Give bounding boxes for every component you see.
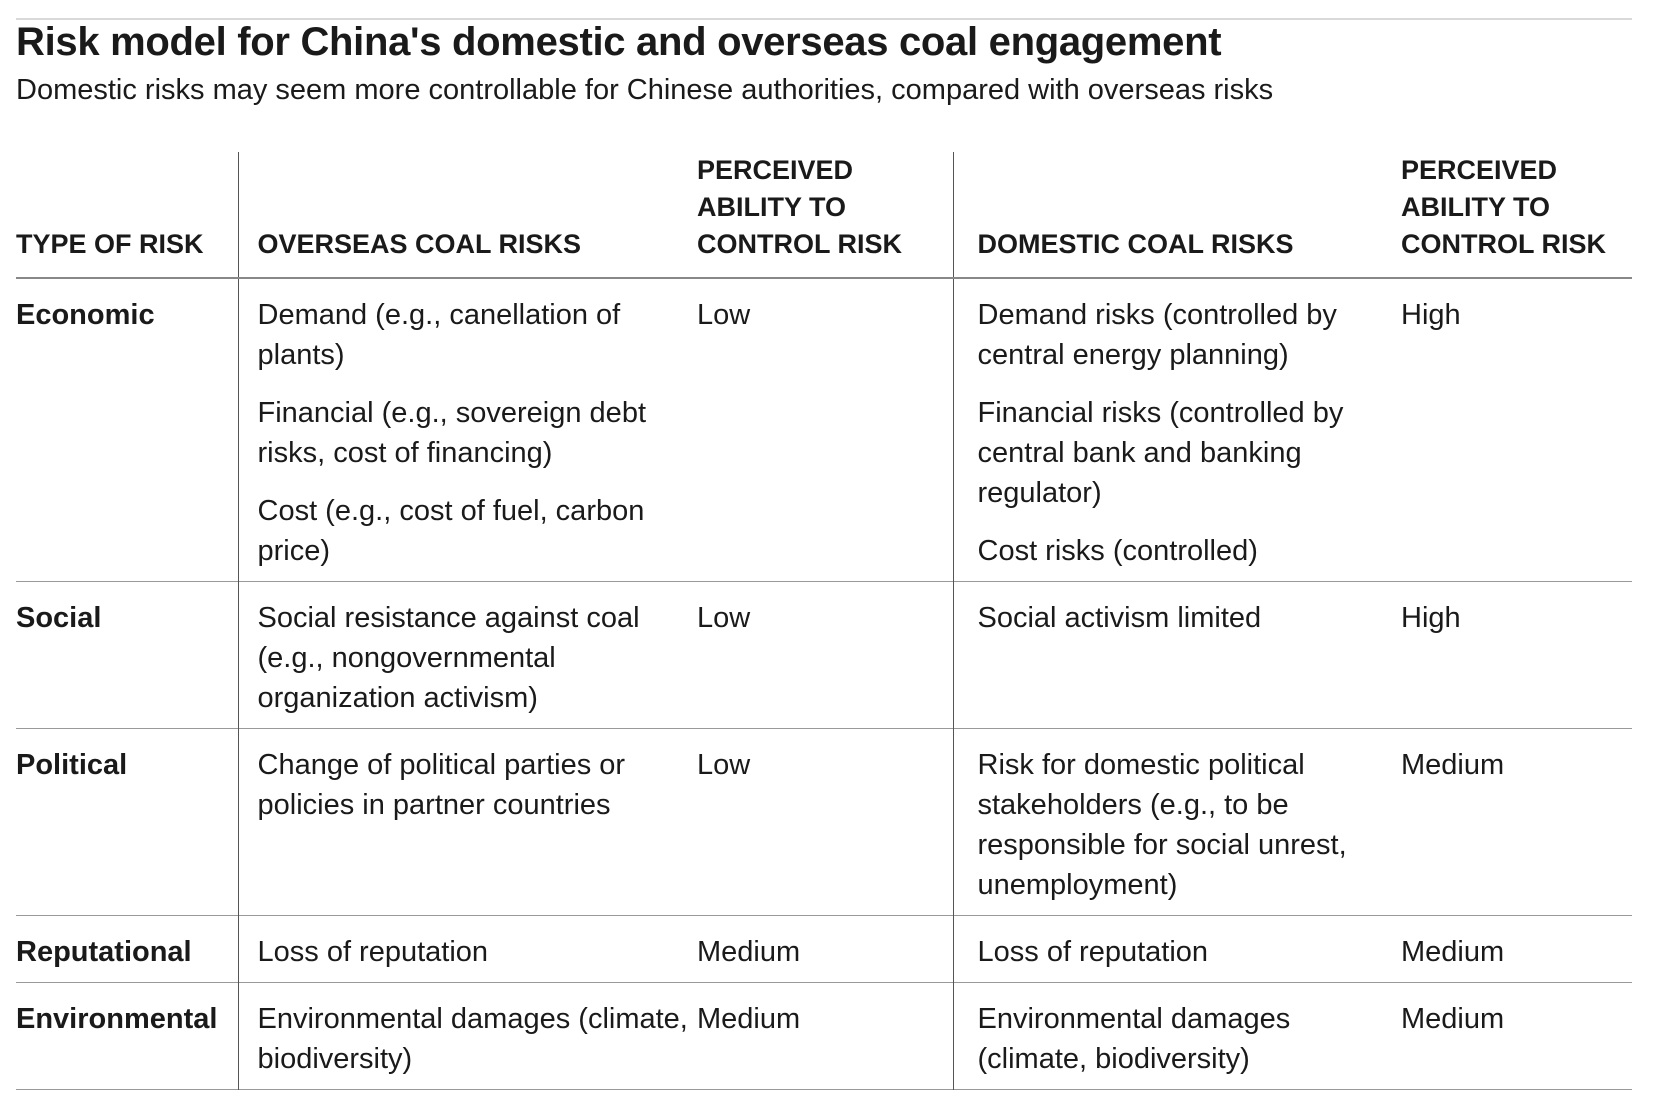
header-type: TYPE OF RISK <box>16 229 204 259</box>
overseas-risks: Environmental damages (climate, biodiver… <box>237 982 697 1090</box>
header-overseas: OVERSEAS COAL RISKS <box>237 152 697 278</box>
risk-type: Reputational <box>16 936 192 968</box>
table-row: Environmental Environmental damages (clim… <box>16 982 1632 1090</box>
risk-item: Cost risks (controlled) <box>977 535 1258 567</box>
overseas-risks: Change of political parties or policies … <box>237 728 697 916</box>
domestic-risks: Risk for domestic political stakeholders… <box>952 728 1401 916</box>
risk-item: Demand (e.g., canellation of plants) <box>257 299 621 371</box>
page-title: Risk model for China's domestic and over… <box>16 20 1222 64</box>
table-row: Political Change of political parties or … <box>16 728 1632 916</box>
header-overseas-control: PERCEIVED ABILITY TO CONTROL RISK <box>697 155 903 259</box>
risk-table: TYPE OF RISK OVERSEAS COAL RISKS PERCEIV… <box>16 152 1632 1090</box>
risk-type: Social <box>16 602 102 634</box>
table-row: Social Social resistance against coal (e.… <box>16 581 1632 729</box>
overseas-risks: Loss of reputation <box>237 915 697 983</box>
domestic-control: Medium <box>1401 936 1505 968</box>
overseas-control: Low <box>697 602 751 634</box>
domestic-control: Medium <box>1401 1003 1505 1035</box>
risk-item: Environmental damages (climate, biodiver… <box>257 1003 688 1075</box>
page-subtitle: Domestic risks may seem more controllabl… <box>16 74 1274 106</box>
overseas-control: Low <box>697 749 751 781</box>
overseas-risks: Social resistance against coal (e.g., no… <box>237 581 697 729</box>
header-row: TYPE OF RISK OVERSEAS COAL RISKS PERCEIV… <box>16 152 1632 278</box>
domestic-control: Medium <box>1401 749 1505 781</box>
header-domestic: DOMESTIC COAL RISKS <box>952 152 1401 278</box>
risk-item: Environmental damages (climate, biodiver… <box>977 1003 1291 1075</box>
risk-item: Change of political parties or policies … <box>257 749 626 821</box>
risk-type: Political <box>16 749 128 781</box>
overseas-control: Medium <box>697 936 801 968</box>
overseas-risks: Demand (e.g., canellation of plants) Fina… <box>237 278 697 582</box>
table-row: Economic Demand (e.g., canellation of pla… <box>16 278 1632 582</box>
domestic-risks: Loss of reputation <box>952 915 1401 983</box>
risk-item: Social activism limited <box>977 602 1262 634</box>
top-rule <box>16 18 1632 20</box>
domestic-control: High <box>1401 299 1461 331</box>
domestic-risks: Demand risks (controlled by central ener… <box>952 278 1401 582</box>
overseas-control: Medium <box>697 1003 801 1035</box>
risk-item: Social resistance against coal (e.g., no… <box>257 602 640 714</box>
risk-item: Risk for domestic political stakeholders… <box>977 749 1347 901</box>
risk-item: Cost (e.g., cost of fuel, carbon price) <box>257 495 645 567</box>
risk-type: Environmental <box>16 1003 218 1035</box>
domestic-risks: Environmental damages (climate, biodiver… <box>952 982 1401 1090</box>
domestic-control: High <box>1401 602 1461 634</box>
risk-item: Financial (e.g., sovereign debt risks, c… <box>257 397 647 469</box>
header-domestic-control: PERCEIVED ABILITY TO CONTROL RISK <box>1401 155 1607 259</box>
risk-item: Demand risks (controlled by central ener… <box>977 299 1337 371</box>
table-row: Reputational Loss of reputation Medium Loss… <box>16 915 1632 983</box>
risk-item: Loss of reputation <box>977 936 1209 968</box>
domestic-risks: Social activism limited <box>952 581 1401 729</box>
risk-type: Economic <box>16 299 155 331</box>
overseas-control: Low <box>697 299 751 331</box>
risk-item: Financial risks (controlled by central b… <box>977 397 1344 509</box>
risk-item: Loss of reputation <box>257 936 489 968</box>
